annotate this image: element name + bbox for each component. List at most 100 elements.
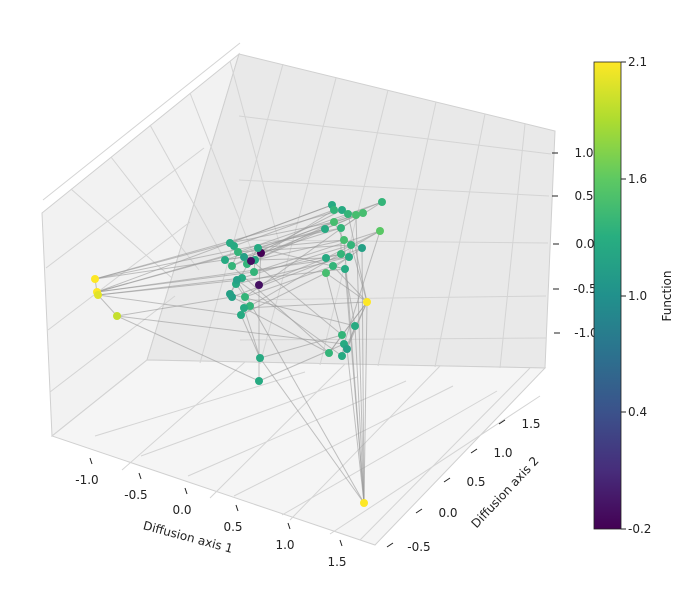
network-node — [113, 312, 121, 320]
network-edge — [259, 334, 343, 359]
network-edge — [246, 228, 326, 265]
network-node — [221, 256, 229, 264]
y-axis-label: Diffusion axis 2 — [468, 454, 541, 531]
network-node — [376, 227, 384, 235]
grid-lines — [42, 42, 552, 541]
grid-line — [499, 123, 526, 369]
z-tick-label: -0.5 — [573, 282, 596, 296]
x-tick-mark — [287, 522, 291, 530]
network-edge — [96, 256, 350, 293]
network-node — [338, 331, 346, 339]
network-node — [226, 290, 234, 298]
grid-line — [319, 89, 389, 366]
network-node — [338, 352, 346, 360]
network-node — [344, 210, 352, 218]
network-node — [338, 206, 346, 214]
network-edge — [235, 256, 350, 285]
grid-line — [281, 390, 498, 516]
grid-line — [42, 42, 241, 201]
network-node — [247, 257, 255, 265]
z-tick-label: -1.0 — [574, 326, 597, 340]
grid-line — [434, 113, 486, 368]
x-tick-label: 0.0 — [172, 503, 191, 517]
grid-line — [51, 359, 148, 437]
grid-line — [47, 221, 191, 331]
grid-line — [233, 385, 454, 497]
network-node — [256, 354, 264, 362]
network-node — [240, 304, 248, 312]
network-edge — [94, 227, 342, 280]
network-node — [343, 345, 351, 353]
grid-line — [110, 156, 200, 271]
network-edge — [240, 272, 327, 316]
grid-line — [149, 124, 227, 263]
x-tick-label: -0.5 — [124, 488, 147, 502]
colorbar-tick-label: -0.2 — [628, 522, 651, 536]
network-edge — [361, 247, 365, 504]
grid-line — [140, 376, 358, 457]
grid-line — [238, 179, 550, 197]
grid-line — [49, 295, 176, 393]
grid-line — [209, 363, 346, 499]
x-tick-label: 1.0 — [275, 538, 294, 552]
y-tick-mark — [443, 477, 451, 483]
network-edge — [257, 239, 345, 249]
colorbar-tick-label: 1.6 — [628, 172, 647, 186]
network-node — [378, 198, 386, 206]
grid-line — [121, 361, 246, 471]
network-node — [240, 253, 248, 261]
network-node — [337, 250, 345, 258]
network-edge — [344, 268, 365, 504]
network-edge — [346, 348, 365, 504]
y-tick-label: 0.0 — [438, 506, 457, 520]
network-node — [228, 262, 236, 270]
network-edge — [354, 325, 365, 504]
network-node — [230, 242, 238, 250]
colorbar-ticks: 2.1 1.6 1.0 0.4 -0.2 — [621, 55, 651, 536]
network-node — [347, 241, 355, 249]
network-edge — [355, 214, 365, 504]
network-edge — [258, 257, 327, 286]
network-node — [363, 298, 371, 306]
network-node — [322, 254, 330, 262]
network-node — [233, 276, 241, 284]
colorbar-tick-label: 0.4 — [628, 405, 647, 419]
network-node — [359, 209, 367, 217]
network-node — [255, 281, 263, 289]
y-tick-label: 1.5 — [521, 417, 540, 431]
network-node — [358, 244, 366, 252]
network-edge — [240, 314, 261, 359]
network-edge — [259, 357, 365, 504]
network-edge — [97, 294, 118, 317]
y-tick-mark — [470, 448, 478, 454]
network-edge — [363, 301, 368, 504]
grid-line — [94, 371, 306, 437]
grid-line — [259, 77, 337, 365]
network-node — [255, 377, 263, 385]
y-tick-label: -0.5 — [407, 540, 430, 554]
network-node — [234, 248, 242, 256]
network-node — [340, 236, 348, 244]
x-tick-mark — [235, 504, 239, 512]
network-node — [330, 218, 338, 226]
network-node — [321, 225, 329, 233]
network-edge — [253, 230, 381, 273]
x-tick-mark — [184, 487, 188, 495]
network-node — [351, 322, 359, 330]
grid-line — [377, 101, 437, 367]
grid-line — [239, 337, 547, 341]
network-edge — [243, 301, 368, 309]
network-edge — [249, 230, 381, 307]
x-axis-label: Diffusion axis 1 — [142, 518, 235, 555]
y-tick-label: 0.5 — [466, 475, 485, 489]
network-edge — [116, 296, 233, 317]
z-tick-label: 0.5 — [574, 189, 593, 203]
network-edge — [229, 293, 356, 327]
x-tick-label: -1.0 — [75, 473, 98, 487]
network-nodes — [91, 198, 386, 507]
z-tick-label: 1.0 — [574, 146, 593, 160]
network-edge — [243, 307, 330, 354]
network-edge — [244, 265, 334, 298]
network-edge — [332, 265, 368, 303]
x-tick-mark — [89, 457, 93, 465]
